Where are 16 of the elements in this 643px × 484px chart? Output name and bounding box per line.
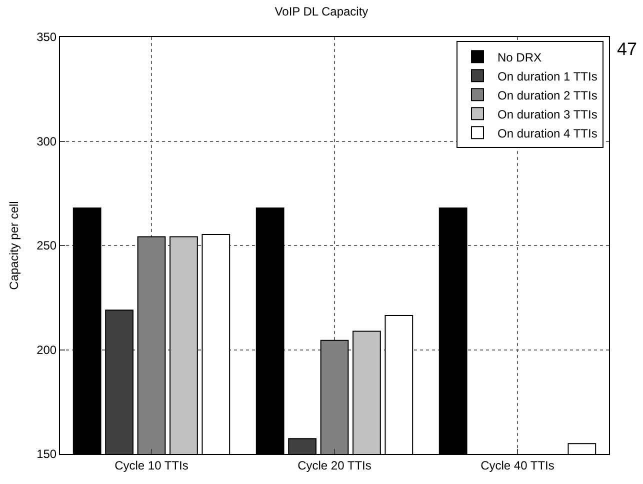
x-tick-label: Cycle 20 TTIs — [298, 458, 372, 472]
text: 47 — [617, 39, 638, 59]
legend-label: On duration 2 TTIs — [498, 88, 598, 102]
y-tick-label: 200 — [36, 342, 57, 357]
legend-label: No DRX — [498, 50, 542, 64]
y-tick-label: 300 — [36, 134, 57, 148]
x-tick-label: Cycle 10 TTIs — [114, 458, 188, 472]
legend-label: On duration 1 TTIs — [498, 69, 598, 84]
y-axis-title: Capacity per cell — [6, 201, 21, 290]
y-tick-label: 250 — [36, 238, 57, 253]
legend-label: On duration 4 TTIs — [498, 126, 598, 140]
y-tick-label: 350 — [36, 30, 57, 44]
chart-title: VoIP DL Capacity — [274, 4, 368, 19]
legend-label: On duration 3 TTIs — [498, 107, 598, 122]
x-tick-label: Cycle 40 TTIs — [480, 458, 554, 472]
y-tick-label: 150 — [36, 447, 57, 462]
